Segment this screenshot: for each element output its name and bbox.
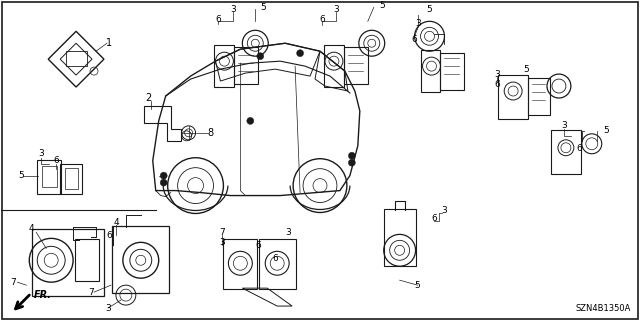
Circle shape (348, 159, 355, 166)
Text: 3: 3 (494, 69, 500, 79)
Text: 5: 5 (260, 3, 266, 12)
Text: 7: 7 (10, 278, 16, 287)
Text: FR.: FR. (35, 290, 52, 300)
Text: 4: 4 (28, 224, 34, 233)
Text: 3: 3 (38, 149, 44, 158)
Text: 6: 6 (431, 214, 437, 223)
Text: 1: 1 (106, 38, 112, 48)
Text: 6: 6 (319, 15, 325, 24)
Text: SZN4B1350A: SZN4B1350A (575, 304, 630, 313)
Text: 2: 2 (146, 93, 152, 103)
Text: 3: 3 (333, 5, 339, 14)
Text: 6: 6 (576, 144, 582, 153)
Text: 6: 6 (412, 35, 417, 44)
Text: 7: 7 (88, 288, 94, 297)
Text: 5: 5 (415, 281, 420, 290)
Text: 3: 3 (220, 238, 225, 247)
Text: 6: 6 (255, 241, 261, 250)
Text: 3: 3 (561, 121, 567, 130)
Text: 3: 3 (105, 304, 111, 313)
Text: 3: 3 (230, 5, 236, 14)
Text: 5: 5 (524, 65, 529, 74)
Text: 5: 5 (19, 171, 24, 180)
Text: 3: 3 (285, 228, 291, 237)
Text: 4: 4 (113, 218, 119, 227)
Text: 3: 3 (442, 206, 447, 215)
Circle shape (348, 152, 355, 159)
Text: 6: 6 (106, 231, 112, 240)
Text: 3: 3 (416, 19, 421, 28)
Text: 8: 8 (207, 128, 214, 138)
Circle shape (160, 172, 167, 179)
Text: 6: 6 (273, 254, 278, 263)
Text: 5: 5 (427, 5, 433, 14)
Circle shape (257, 53, 264, 60)
Text: 5: 5 (379, 1, 385, 10)
Circle shape (296, 50, 303, 57)
Circle shape (247, 117, 254, 124)
Text: 7: 7 (220, 228, 225, 237)
Text: 6: 6 (216, 15, 221, 24)
Circle shape (160, 179, 167, 186)
Text: 6: 6 (494, 80, 500, 89)
Text: 6: 6 (53, 156, 59, 165)
Text: 5: 5 (603, 126, 609, 135)
